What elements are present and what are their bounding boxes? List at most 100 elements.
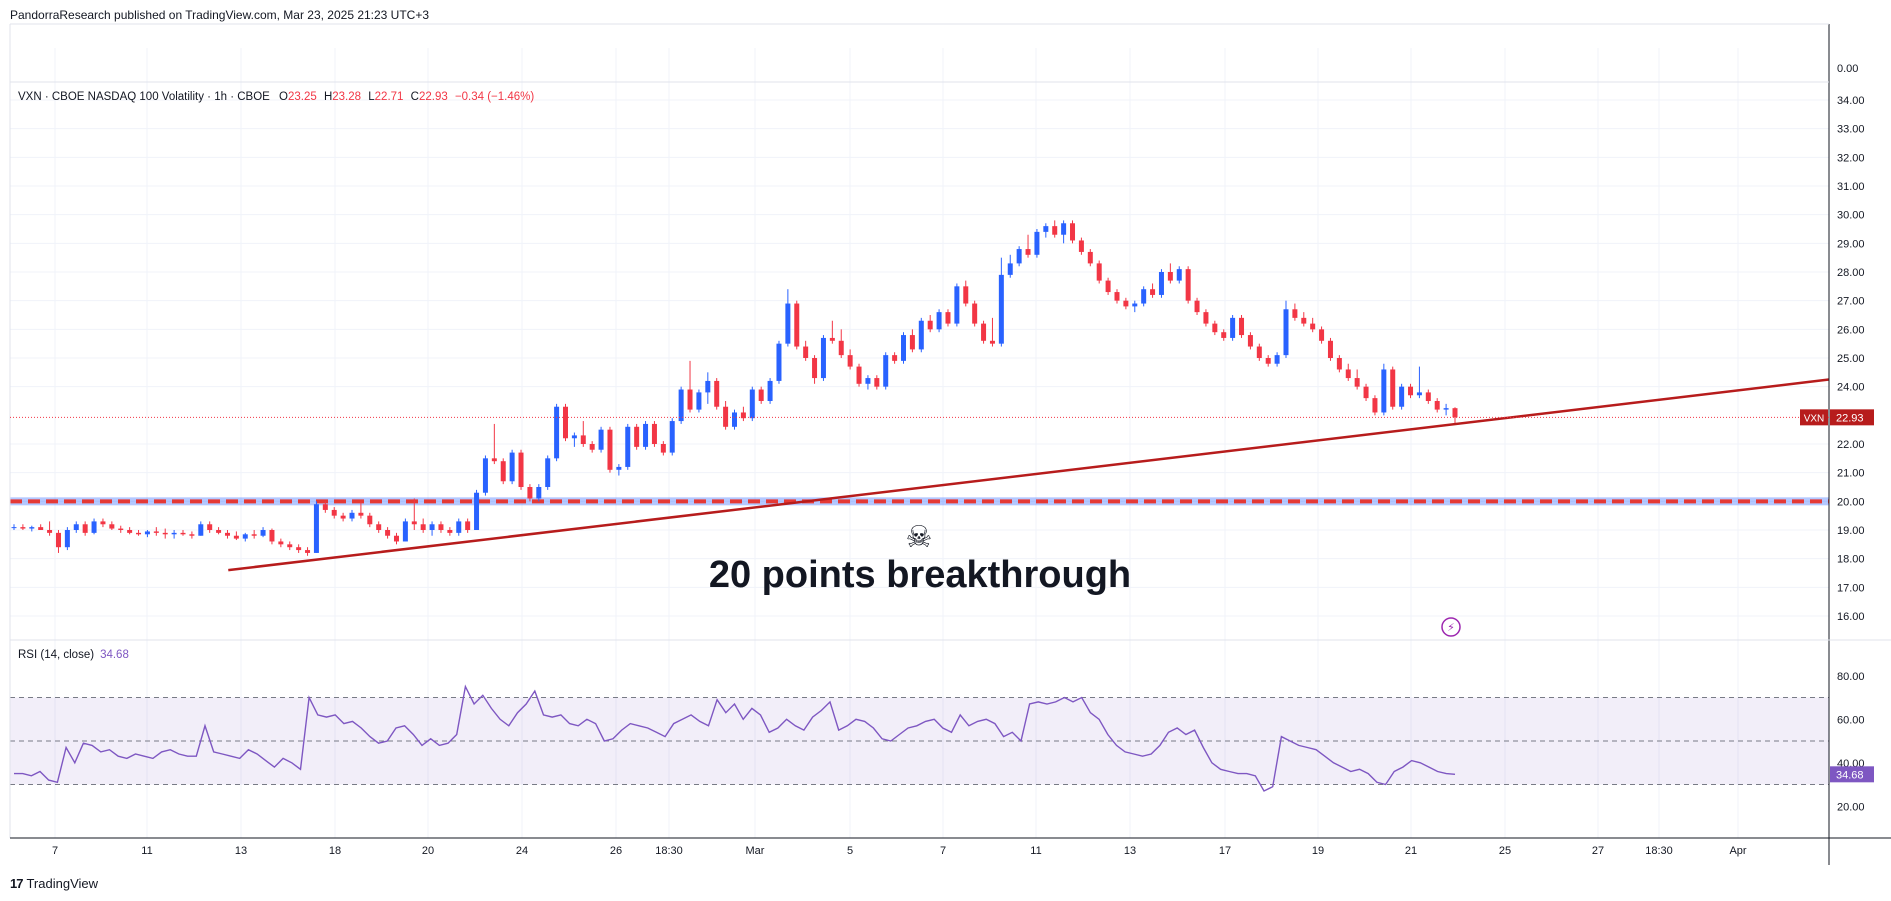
candle-body: [82, 524, 88, 533]
time-tick-label: 25: [1499, 845, 1511, 857]
price-axis-labels: 0.00 34.00 33.00 32.00 31.00 30.00 29.00 28.00 2…: [1837, 63, 1865, 813]
candle-body: [1016, 249, 1022, 264]
price-tick-label: 29.00: [1837, 238, 1865, 250]
time-tick-label: 11: [1030, 845, 1041, 857]
candle-body: [536, 487, 542, 499]
time-tick-label: 21: [1405, 845, 1417, 857]
price-tick-label: 19.00: [1837, 525, 1865, 537]
candle-body: [616, 466, 622, 470]
time-tick-label: 18:30: [1645, 845, 1673, 857]
candle-body: [696, 392, 702, 410]
close-value: 22.93: [418, 91, 448, 103]
candle-body: [153, 531, 159, 533]
candle-body: [803, 346, 809, 358]
candle-body: [794, 303, 800, 347]
candle-body: [687, 389, 693, 410]
candle-body: [11, 527, 17, 529]
rsi-legend: RSI (14, close) 34.68: [18, 649, 129, 661]
candle-body: [1372, 398, 1378, 413]
candle-body: [1194, 300, 1200, 313]
candle-body: [607, 429, 613, 470]
tradingview-logo-icon: 17: [10, 876, 24, 891]
candle-body: [1025, 249, 1031, 255]
candle-body: [198, 524, 204, 536]
candle-body: [847, 355, 853, 367]
candle-body: [447, 530, 453, 533]
candle-body: [1247, 335, 1253, 347]
candle-body: [909, 335, 915, 350]
candle-body: [1265, 358, 1271, 364]
candle-body: [29, 527, 35, 529]
candle-body: [527, 487, 533, 499]
candle-body: [1354, 378, 1360, 387]
candle-body: [287, 544, 293, 548]
candle-body: [643, 423, 649, 447]
candle-body: [1150, 289, 1156, 295]
candle-body: [865, 378, 871, 384]
candle-body: [1327, 340, 1333, 358]
price-tick-label: 21.00: [1837, 468, 1865, 480]
candle-body: [1176, 269, 1182, 281]
price-tick-label: 26.00: [1837, 324, 1865, 336]
open-label: O: [279, 91, 288, 103]
candle-body: [705, 380, 711, 393]
candle-body: [901, 335, 907, 361]
time-axis-labels: 7 11 13 18 20 24 26 18:30 Mar 5 7 11 13 17 19 21 25 27 18:…: [52, 845, 1747, 857]
candle-body: [954, 286, 960, 324]
candle-body: [109, 524, 115, 529]
candle-body: [242, 534, 248, 539]
candle-body: [1310, 323, 1316, 330]
candle-body: [562, 406, 568, 439]
candle-body: [358, 512, 364, 516]
symbol-info: VXN · CBOE NASDAQ 100 Volatility · 1h · …: [18, 91, 270, 103]
price-tick-label: 22.00: [1837, 439, 1865, 451]
time-tick-label: 18:30: [655, 845, 683, 857]
candle-body: [296, 547, 302, 551]
close-label: C: [410, 91, 419, 103]
last-price-tag: [1830, 409, 1874, 426]
price-tick-label: 27.00: [1837, 296, 1865, 308]
candle-body: [1390, 369, 1396, 407]
candle-body: [598, 429, 604, 450]
level-20-line[interactable]: [10, 497, 1829, 506]
candle-body: [313, 504, 319, 553]
candle-body: [1087, 251, 1093, 264]
last-value-tags: VXN 22.93 34.68: [10, 409, 1874, 783]
time-tick-label: 18: [329, 845, 341, 857]
candle-body: [118, 528, 124, 530]
candle-body: [767, 380, 773, 401]
symbol-legend: VXN · CBOE NASDAQ 100 Volatility · 1h · …: [18, 91, 534, 103]
footer[interactable]: 17 TradingView: [10, 876, 98, 891]
rsi-label: RSI (14, close): [18, 649, 95, 661]
candle-body: [180, 532, 186, 535]
time-tick-label: 20: [422, 845, 434, 857]
annotation[interactable]: ☠20 points breakthrough ⚡: [709, 521, 1461, 637]
candle-body: [1230, 317, 1236, 338]
candle-body: [385, 530, 391, 536]
candle-body: [1203, 312, 1209, 324]
candle-body: [349, 512, 355, 519]
candle-body: [207, 524, 213, 530]
time-tick-label: 27: [1592, 845, 1604, 857]
rsi-tick-label: 20.00: [1837, 801, 1865, 813]
candle-body: [714, 380, 720, 407]
time-tick-label: 26: [610, 845, 622, 857]
support-trendline[interactable]: [228, 378, 1830, 572]
candle-body: [47, 530, 53, 533]
candle-body: [305, 550, 311, 553]
candle-body: [1408, 386, 1414, 396]
low-value: 22.71: [374, 91, 404, 103]
candle-body: [820, 337, 826, 379]
candle-body: [411, 521, 417, 525]
candle-body: [589, 444, 595, 450]
candle-body: [1274, 355, 1280, 364]
time-tick-label: 7: [52, 845, 58, 857]
price-tick-label: 16.00: [1837, 611, 1865, 623]
price-tick-label: 17.00: [1837, 582, 1865, 594]
candle-body: [1399, 386, 1405, 407]
candle-body: [945, 312, 951, 324]
trendline-segment: [228, 378, 1830, 572]
candle-body: [918, 320, 924, 350]
open-value: 23.25: [287, 91, 317, 103]
